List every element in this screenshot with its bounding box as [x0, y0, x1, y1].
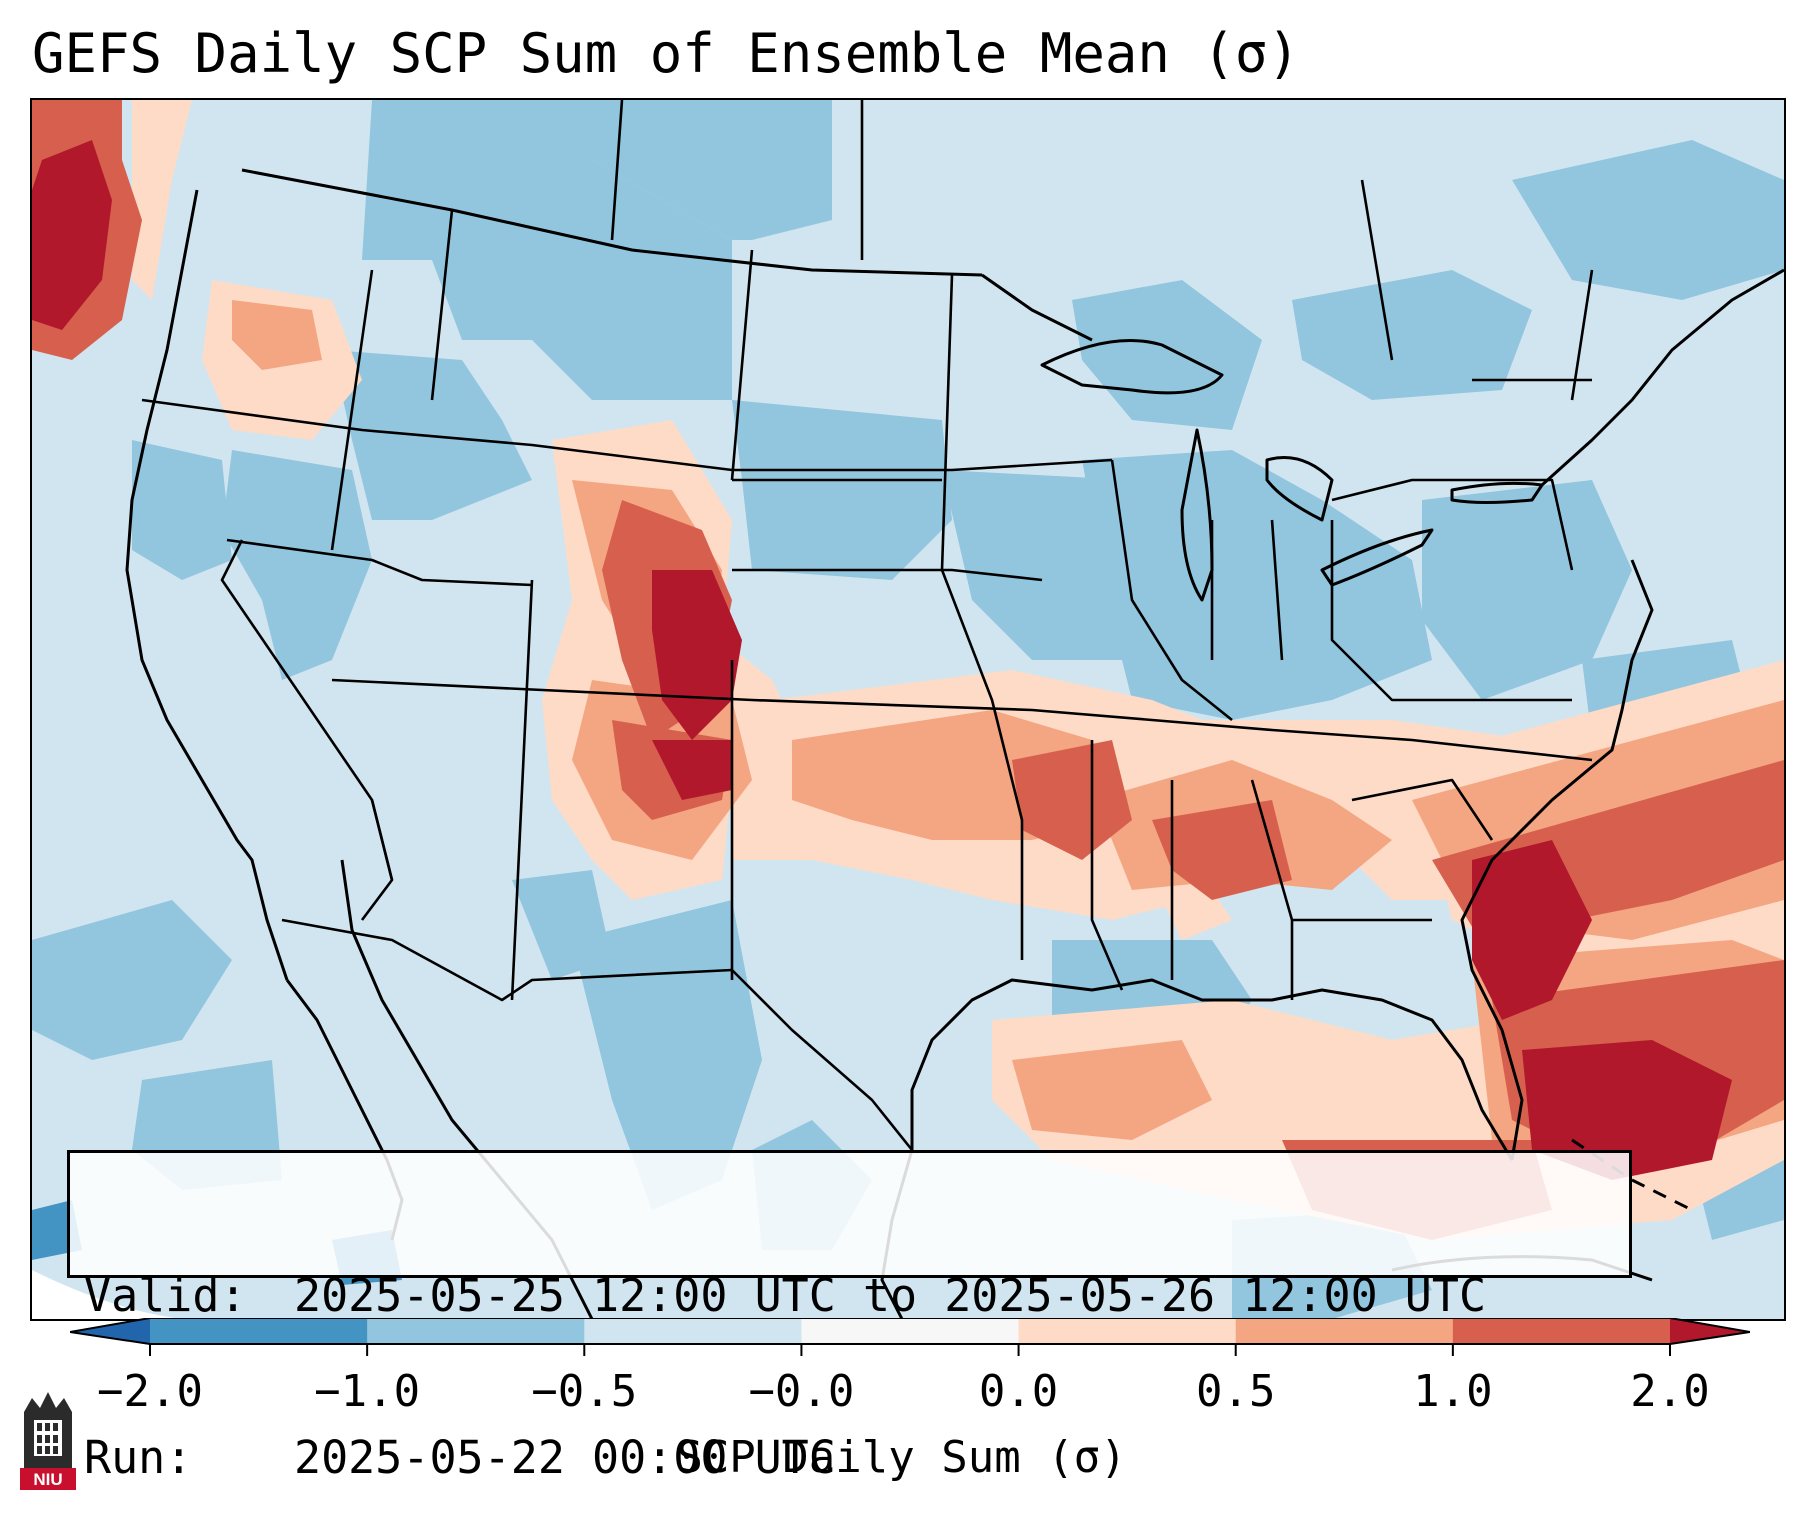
colorbar-tick-label: 1.0 [1413, 1366, 1493, 1417]
pennsylvania-ny-line [1331, 478, 1574, 571]
us-mexico-border-west [281, 918, 733, 1002]
colorbar-ticks [149, 1344, 1671, 1356]
lake-huron [1265, 456, 1334, 522]
colorbar-under-arrow [70, 1318, 150, 1344]
colorbar-bins [150, 1318, 1671, 1344]
alberta-sask-border [610, 100, 624, 241]
state-line-36-north [331, 678, 1593, 762]
state-boundaries [141, 100, 1594, 1151]
valid-value: 2025-05-25 12:00 UTC to 2025-05-26 12:00… [294, 1269, 1487, 1322]
missouri-kansas-oklahoma-line [940, 569, 1024, 960]
montana-idaho-border [430, 209, 454, 401]
colorbar-bin [584, 1318, 802, 1344]
lake-ontario [1450, 481, 1544, 504]
colorbar-tick-label: −0.0 [748, 1366, 855, 1417]
ohio-wv-line [1330, 520, 1572, 702]
mississippi-river [1090, 740, 1124, 991]
rio-grande [731, 969, 914, 1151]
chart-title: GEFS Daily SCP Sum of Ensemble Mean (σ) [32, 22, 1300, 85]
ohio-west-border [1270, 519, 1284, 661]
lake-superior [1040, 339, 1224, 395]
colorbar-bin [367, 1318, 585, 1344]
university-tower-icon: NIU [20, 1392, 76, 1490]
lake-erie [1320, 528, 1434, 587]
us-canada-border-west [241, 168, 983, 277]
colorbar-tick-label: −1.0 [314, 1366, 421, 1417]
outside-projection-area [32, 1270, 182, 1319]
east-coast [1460, 559, 1654, 1161]
idaho-oregon-border [330, 269, 374, 551]
logo-text: NIU [33, 1470, 62, 1489]
colorbar-bin [1235, 1318, 1454, 1344]
us-canada-border-lakes [981, 273, 1093, 342]
illinois-border [1110, 459, 1233, 722]
state-line-nv-ut [226, 538, 533, 587]
colorbar-tick-label: 0.5 [1195, 1366, 1276, 1417]
coastlines-and-borders [125, 168, 1784, 1319]
map-panel [30, 98, 1786, 1321]
colorbar-bin [150, 1318, 368, 1344]
ontario-quebec-border [1360, 179, 1394, 361]
validity-info-box: Valid: 2025-05-25 12:00 UTC to 2025-05-26… [67, 1150, 1632, 1484]
colorbar-label: SCP Daily Sum (σ) [676, 1432, 1127, 1483]
colorbar-tick-label: 2.0 [1630, 1366, 1710, 1417]
arizona-new-mexico-border [510, 579, 534, 1001]
montana-dakota-border [730, 249, 754, 481]
new-england-border [1570, 269, 1594, 401]
run-label: Run: [84, 1431, 193, 1484]
valid-label: Valid: [84, 1269, 247, 1322]
run-value: 2025-05-22 00:00 UTC [294, 1431, 836, 1484]
colorbar-tick-label: −2.0 [97, 1366, 203, 1417]
run-row: Run: 2025-05-22 00:00 UTC [84, 1431, 1615, 1485]
georgia-carolina-line [1351, 778, 1494, 841]
colorbar-bin [1018, 1318, 1237, 1344]
colorbar-bin [801, 1318, 1020, 1344]
nebraska-kansas-line [732, 568, 1043, 582]
pacific-coastline [125, 189, 289, 981]
arizona-west-border [360, 799, 394, 921]
colorbar-tick-label: −0.5 [531, 1366, 638, 1417]
gulf-coast [910, 978, 1514, 1161]
st-lawrence [1540, 268, 1784, 487]
scp-anomaly-map [32, 100, 1784, 1319]
state-line-north-row [141, 398, 1113, 472]
dakota-minnesota-border [940, 274, 954, 571]
valid-row: Valid: 2025-05-25 12:00 UTC to 2025-05-26… [84, 1269, 1615, 1323]
colorbar [70, 1318, 1750, 1356]
colorbar-over-arrow [1670, 1318, 1750, 1344]
colorbar-bin [1452, 1318, 1671, 1344]
colorbar-tick-label: 0.0 [978, 1366, 1059, 1417]
